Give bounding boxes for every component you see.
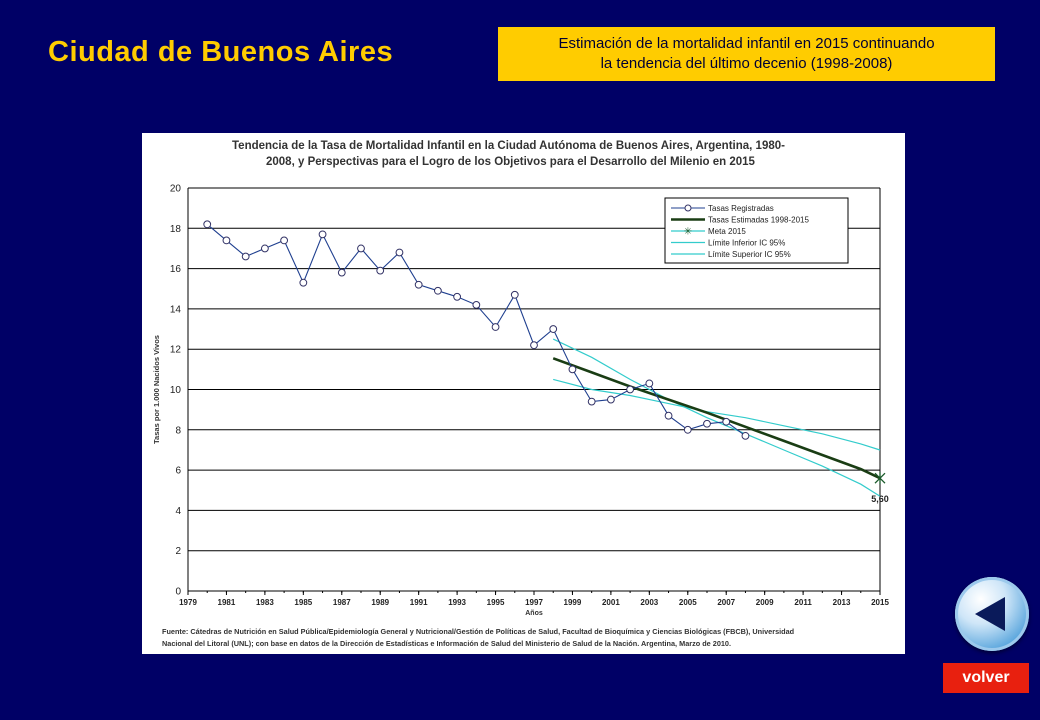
legend-marker bbox=[684, 204, 692, 212]
x-tick-label: 2009 bbox=[756, 598, 774, 607]
x-tick-label: 1987 bbox=[333, 598, 351, 607]
y-tick-label: 20 bbox=[170, 184, 182, 195]
y-tick-label: 4 bbox=[175, 506, 181, 517]
legend-label: Límite Inferior IC 95% bbox=[708, 239, 785, 248]
y-tick-label: 16 bbox=[170, 264, 182, 275]
data-point-registered bbox=[318, 230, 327, 239]
data-point-registered bbox=[241, 252, 250, 261]
x-tick-label: 1985 bbox=[294, 598, 312, 607]
x-tick-label: 2007 bbox=[717, 598, 735, 607]
data-point-registered bbox=[395, 248, 404, 257]
chart-figure: Tendencia de la Tasa de Mortalidad Infan… bbox=[142, 133, 905, 654]
data-point-registered bbox=[645, 379, 654, 388]
meta-2015-marker bbox=[874, 472, 886, 485]
data-point-registered bbox=[203, 220, 212, 229]
y-tick-label: 2 bbox=[175, 546, 181, 557]
callout-box: Estimación de la mortalidad infantil en … bbox=[498, 27, 995, 81]
back-arrow-button[interactable] bbox=[955, 577, 1029, 651]
data-point-registered bbox=[491, 323, 500, 331]
data-point-registered bbox=[222, 236, 231, 245]
data-point-registered bbox=[568, 365, 577, 374]
callout-line-1: Estimación de la mortalidad infantil en … bbox=[558, 35, 935, 52]
slide-title: Ciudad de Buenos Aires bbox=[48, 36, 394, 68]
data-point-registered bbox=[722, 417, 731, 426]
data-point-registered bbox=[587, 397, 596, 406]
left-triangle-icon bbox=[975, 597, 1005, 631]
data-point-registered bbox=[530, 341, 538, 350]
y-axis-label: Tasas por 1.000 Nacidos Vivos bbox=[152, 335, 161, 444]
y-tick-label: 8 bbox=[175, 425, 181, 436]
data-point-registered bbox=[433, 286, 442, 295]
data-point-registered bbox=[549, 325, 558, 333]
legend-label: Meta 2015 bbox=[708, 227, 746, 236]
legend-label: Tasas Estimadas 1998-2015 bbox=[708, 216, 810, 225]
chart-title-line-1: Tendencia de la Tasa de Mortalidad Infan… bbox=[232, 140, 785, 152]
data-point-registered bbox=[741, 431, 750, 440]
x-tick-label: 1989 bbox=[371, 598, 389, 607]
data-point-registered bbox=[337, 268, 346, 277]
data-point-registered bbox=[453, 292, 462, 301]
data-point-registered bbox=[472, 300, 481, 309]
data-point-registered bbox=[703, 419, 711, 428]
data-point-registered bbox=[260, 244, 269, 253]
chart-title-line-2: 2008, y Perspectivas para el Logro de lo… bbox=[266, 156, 756, 168]
legend-label: Límite Superior IC 95% bbox=[708, 250, 791, 259]
data-point-registered bbox=[357, 244, 365, 253]
y-tick-label: 0 bbox=[175, 587, 181, 598]
x-tick-label: 2003 bbox=[640, 598, 658, 607]
y-tick-label: 14 bbox=[170, 304, 182, 315]
y-tick-label: 18 bbox=[170, 224, 182, 235]
data-point-registered bbox=[626, 385, 635, 394]
source-note-line-1: Fuente: Cátedras de Nutrición en Salud P… bbox=[162, 627, 794, 636]
series-line-upper-ci bbox=[553, 378, 881, 451]
series-line-estimated bbox=[552, 357, 881, 480]
x-tick-label: 1983 bbox=[256, 598, 274, 607]
data-point-registered bbox=[510, 290, 519, 299]
data-point-registered bbox=[280, 236, 289, 245]
chart-svg: Tendencia de la Tasa de Mortalidad Infan… bbox=[152, 140, 889, 648]
x-tick-label: 1997 bbox=[525, 598, 543, 607]
y-tick-label: 10 bbox=[170, 385, 182, 396]
x-tick-label: 2011 bbox=[794, 598, 812, 607]
legend-star-marker: ✳ bbox=[684, 227, 692, 238]
x-tick-label: 1993 bbox=[448, 598, 466, 607]
x-tick-label: 2015 bbox=[871, 598, 889, 607]
data-point-registered bbox=[299, 278, 308, 287]
source-note-line-2: Nacional del Litoral (UNL); con base en … bbox=[162, 639, 731, 648]
y-tick-label: 12 bbox=[170, 345, 182, 356]
x-tick-label: 2001 bbox=[602, 598, 620, 607]
x-tick-label: 1995 bbox=[487, 598, 505, 607]
x-axis-label: Años bbox=[525, 610, 543, 617]
callout-line-2: la tendencia del último decenio (1998-20… bbox=[600, 55, 893, 72]
volver-button[interactable]: volver bbox=[943, 663, 1029, 693]
data-point-registered bbox=[683, 425, 692, 434]
data-point-registered bbox=[376, 266, 385, 275]
data-point-registered bbox=[664, 411, 673, 420]
x-tick-label: 1981 bbox=[218, 598, 236, 607]
data-point-registered bbox=[414, 280, 423, 289]
x-tick-label: 1979 bbox=[179, 598, 197, 607]
annotation-5-60: 5,60 bbox=[871, 494, 889, 504]
y-tick-label: 6 bbox=[175, 466, 181, 477]
x-tick-label: 2005 bbox=[679, 598, 697, 607]
x-tick-label: 1999 bbox=[564, 598, 582, 607]
legend-label: Tasas Registradas bbox=[708, 204, 774, 213]
data-point-registered bbox=[606, 395, 615, 404]
x-tick-label: 1991 bbox=[410, 598, 428, 607]
series-line-lower-ci bbox=[552, 338, 881, 497]
x-tick-label: 2013 bbox=[833, 598, 851, 607]
